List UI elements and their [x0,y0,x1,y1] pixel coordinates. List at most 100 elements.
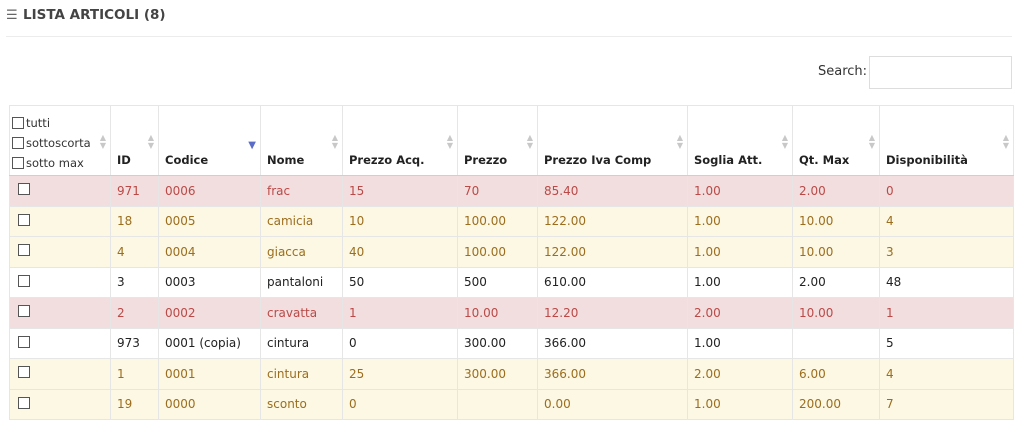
column-header-codice[interactable]: Codice ▼ [158,105,261,176]
cell-qt-max: 10.00 [792,205,880,237]
column-header-nome[interactable]: Nome ▲ ▼ [260,105,343,176]
table-body: 971 0006 frac 15 70 85.40 1.00 2.00 0 18 0005 camic… [9,175,1014,420]
cell-nome: camicia [260,205,343,237]
filter-tutti-checkbox[interactable] [12,116,24,129]
column-label: Codice [165,153,209,167]
cell-prezzo [457,388,538,420]
cell-codice: 0003 [158,266,261,298]
table-row[interactable]: 1 0001 cintura 25 300.00 366.00 2.00 6.00 4 [9,358,1014,390]
column-header-prezzo-acq[interactable]: Prezzo Acq. ▲ ▼ [342,105,458,176]
cell-prezzo: 300.00 [457,327,538,359]
column-header-qt-max[interactable]: Qt. Max ▲ ▼ [792,105,880,176]
cell-codice: 0001 [158,358,261,390]
sort-arrows-icon: ▲ ▼ [526,133,533,150]
row-checkbox[interactable] [18,244,30,257]
cell-codice: 0000 [158,388,261,420]
cell-prezzo-acq: 0 [342,327,458,359]
sort-arrows-icon: ▲ ▼ [331,133,338,150]
column-label: Qt. Max [799,153,850,167]
table-row[interactable]: 973 0001 (copia) cintura 0 300.00 366.00 1.00 5 [9,327,1014,359]
filter-sotto-max[interactable]: sotto max [12,153,106,173]
cell-prezzo: 300.00 [457,358,538,390]
cell-prezzo-acq: 50 [342,266,458,298]
cell-prezzo-iva: 122.00 [537,205,688,237]
cell-disponibilita: 5 [879,327,1014,359]
row-select-cell [9,266,111,298]
filter-tutti-label: tutti [26,115,51,130]
cell-qt-max: 6.00 [792,358,880,390]
row-checkbox[interactable] [18,335,30,348]
cell-codice: 0001 (copia) [158,327,261,359]
table-row[interactable]: 2 0002 cravatta 1 10.00 12.20 2.00 10.00 1 [9,297,1014,329]
cell-qt-max: 200.00 [792,388,880,420]
cell-id: 1 [110,358,159,390]
row-checkbox[interactable] [18,305,30,318]
cell-soglia: 1.00 [687,388,793,420]
cell-prezzo-iva: 12.20 [537,297,688,329]
table-row[interactable]: 971 0006 frac 15 70 85.40 1.00 2.00 0 [9,175,1014,207]
filter-column-header: tutti sottoscorta sotto max ▲ ▼ [9,105,111,176]
column-label: Nome [267,153,305,167]
cell-nome: pantaloni [260,266,343,298]
page-title: LISTA ARTICOLI (8) [23,7,166,23]
cell-prezzo-acq: 15 [342,175,458,207]
page-header: ☰ LISTA ARTICOLI (8) [6,0,1012,37]
cell-soglia: 2.00 [687,358,793,390]
row-select-cell [9,236,111,268]
cell-codice: 0005 [158,205,261,237]
cell-id: 2 [110,297,159,329]
cell-prezzo: 500 [457,266,538,298]
sort-arrows-icon: ▲ ▼ [446,133,453,150]
cell-nome: frac [260,175,343,207]
cell-nome: cintura [260,358,343,390]
sort-arrows-icon: ▲ ▼ [147,133,154,150]
cell-disponibilita: 0 [879,175,1014,207]
column-header-soglia[interactable]: Soglia Att. ▲ ▼ [687,105,793,176]
list-icon: ☰ [6,8,18,23]
cell-soglia: 1.00 [687,236,793,268]
cell-qt-max: 2.00 [792,266,880,298]
table-row[interactable]: 4 0004 giacca 40 100.00 122.00 1.00 10.00 3 [9,236,1014,268]
cell-prezzo-acq: 10 [342,205,458,237]
column-header-prezzo[interactable]: Prezzo ▲ ▼ [457,105,538,176]
cell-id: 3 [110,266,159,298]
row-select-cell [9,205,111,237]
cell-qt-max: 10.00 [792,297,880,329]
cell-prezzo: 100.00 [457,236,538,268]
filter-sottoscorta[interactable]: sottoscorta [12,133,106,153]
row-checkbox[interactable] [18,183,30,196]
row-select-cell [9,358,111,390]
cell-disponibilita: 4 [879,205,1014,237]
cell-prezzo-iva: 610.00 [537,266,688,298]
sort-arrows-icon: ▲ ▼ [99,133,106,150]
table-row[interactable]: 18 0005 camicia 10 100.00 122.00 1.00 10.00 4 [9,205,1014,237]
row-checkbox[interactable] [18,213,30,226]
cell-nome: sconto [260,388,343,420]
row-select-cell [9,297,111,329]
cell-codice: 0004 [158,236,261,268]
cell-qt-max: 2.00 [792,175,880,207]
table-row[interactable]: 19 0000 sconto 0 0.00 1.00 200.00 7 [9,388,1014,420]
filter-sotto-max-checkbox[interactable] [12,156,24,169]
column-header-prezzo-iva[interactable]: Prezzo Iva Comp ▲ ▼ [537,105,688,176]
column-header-id[interactable]: ID ▲ ▼ [110,105,159,176]
table-row[interactable]: 3 0003 pantaloni 50 500 610.00 1.00 2.00 48 [9,266,1014,298]
cell-soglia: 2.00 [687,297,793,329]
cell-prezzo-acq: 25 [342,358,458,390]
cell-soglia: 1.00 [687,266,793,298]
cell-prezzo: 70 [457,175,538,207]
table-header-row: tutti sottoscorta sotto max ▲ ▼ ID ▲ ▼ Codi… [9,105,1014,176]
filter-tutti[interactable]: tutti [12,113,106,133]
row-checkbox[interactable] [18,366,30,379]
cell-soglia: 1.00 [687,327,793,359]
row-checkbox[interactable] [18,396,30,409]
column-header-disponibilita[interactable]: Disponibilità ▲ ▼ [879,105,1014,176]
cell-soglia: 1.00 [687,205,793,237]
row-checkbox[interactable] [18,274,30,287]
search-input[interactable] [869,56,1012,89]
column-label: Prezzo [464,153,508,167]
cell-prezzo-acq: 0 [342,388,458,420]
sort-desc-icon: ▼ [248,140,256,151]
cell-id: 971 [110,175,159,207]
filter-sottoscorta-checkbox[interactable] [12,136,24,149]
